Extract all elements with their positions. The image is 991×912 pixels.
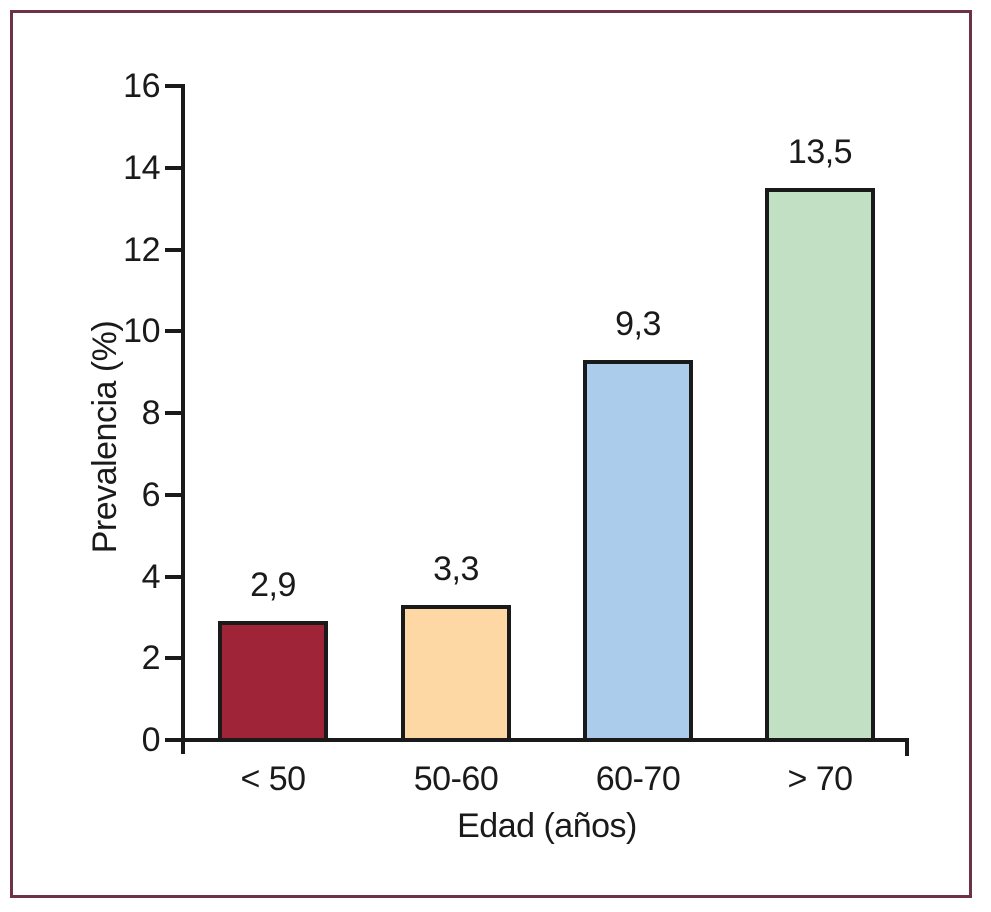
x-axis-line [181,738,909,742]
y-tick-mark [165,247,181,252]
figure-frame [10,10,972,898]
y-tick-mark [165,165,181,170]
y-tick-mark [165,656,181,661]
y-tick-label: 16 [123,67,160,105]
bar-value-label: 13,5 [787,133,853,172]
bar-value-label: 2,9 [250,566,296,605]
y-axis-line [181,84,185,754]
x-tick-label: > 70 [787,760,853,798]
y-tick-label: 14 [123,148,160,187]
bar-value-label: 3,3 [433,550,479,589]
y-tick-label: 10 [123,312,160,351]
x-axis-end-tick-mark [905,738,909,756]
y-tick-mark [165,411,181,415]
y-tick-label: 4 [141,557,161,596]
y-tick-label: 6 [141,475,161,514]
x-tick-label: < 50 [240,760,306,798]
x-tick-label: 60-70 [595,760,681,798]
y-tick-label: 2 [141,639,161,678]
bar [218,621,328,742]
bar-value-label: 9,3 [615,304,661,343]
bar [401,605,511,742]
y-tick-mark [165,492,181,497]
y-tick-mark [165,574,181,579]
x-axis-title: Edad (años) [457,807,637,845]
y-tick-mark [165,84,181,88]
bar [583,359,693,742]
y-tick-label: 12 [123,230,160,269]
x-tick-label: 50-60 [413,760,499,798]
y-tick-label: 0 [141,721,161,759]
bar [765,188,875,742]
y-tick-mark [165,738,181,742]
y-tick-label: 8 [141,394,161,432]
y-tick-mark [165,329,181,334]
